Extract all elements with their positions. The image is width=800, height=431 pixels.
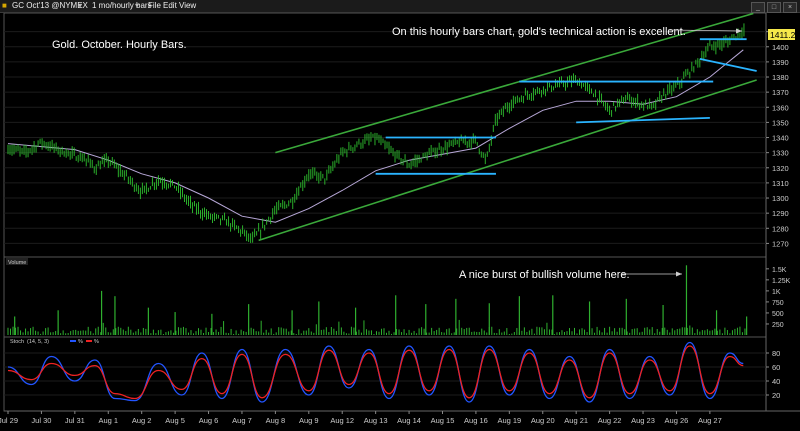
date-tick-label: Aug 7 bbox=[232, 416, 252, 425]
date-tick-label: Aug 2 bbox=[132, 416, 152, 425]
support-resistance-line bbox=[699, 57, 757, 72]
volume-label-bg bbox=[6, 258, 28, 265]
date-tick-label: Aug 13 bbox=[364, 416, 388, 425]
price-tick-label: 1320 bbox=[772, 164, 789, 173]
interval-dropdown-icon[interactable]: ▾ bbox=[135, 1, 140, 10]
maximize-button[interactable]: □ bbox=[767, 2, 781, 13]
stoch-tick-label: 40 bbox=[772, 377, 780, 386]
date-tick-label: Aug 16 bbox=[464, 416, 488, 425]
date-tick-label: Aug 15 bbox=[431, 416, 455, 425]
date-tick-label: Aug 12 bbox=[330, 416, 354, 425]
volume-label: Volume bbox=[8, 260, 26, 266]
price-tick-label: 1280 bbox=[772, 224, 789, 233]
price-tick-label: 1330 bbox=[772, 149, 789, 158]
volume-tick-label: 750 bbox=[772, 300, 784, 307]
price-tick-label: 1300 bbox=[772, 194, 789, 203]
menu-file[interactable]: File bbox=[148, 1, 161, 10]
date-tick-label: Aug 22 bbox=[598, 416, 622, 425]
date-tick-label: Jul 31 bbox=[65, 416, 85, 425]
volume-bars-layer bbox=[7, 265, 748, 335]
stoch-d-legend: % bbox=[94, 339, 99, 345]
price-tick-label: 1340 bbox=[772, 134, 789, 143]
moving-average-line bbox=[7, 49, 744, 223]
price-tick-label: 1360 bbox=[772, 103, 789, 112]
date-tick-label: Aug 21 bbox=[564, 416, 588, 425]
price-tick-label: 1380 bbox=[772, 73, 789, 82]
date-tick-label: Aug 26 bbox=[665, 416, 689, 425]
last-price-tag: 1411.20 bbox=[770, 30, 800, 40]
price-tick-label: 1290 bbox=[772, 209, 789, 218]
date-tick-label: Aug 23 bbox=[631, 416, 655, 425]
date-tick-label: Aug 9 bbox=[299, 416, 319, 425]
stoch-k-legend: % bbox=[78, 339, 83, 345]
price-panel-note: On this hourly bars chart, gold's techni… bbox=[392, 26, 686, 38]
title-bar: ■ GC Oct'13 @NYMEX ▾ 1 mo/hourly bars ▾ … bbox=[0, 0, 800, 13]
trend-channel-line bbox=[275, 13, 754, 154]
stoch-tick-label: 60 bbox=[772, 363, 780, 372]
chart-window-icon: ■ bbox=[2, 1, 7, 10]
date-tick-label: Aug 5 bbox=[165, 416, 185, 425]
date-tick-label: Aug 1 bbox=[98, 416, 118, 425]
stoch-label: Stoch bbox=[10, 339, 24, 345]
price-bars-layer bbox=[7, 23, 745, 243]
volume-panel-frame bbox=[3, 256, 767, 338]
stoch-k-line bbox=[7, 341, 744, 403]
menu-view[interactable]: View bbox=[179, 1, 197, 10]
volume-tick-label: 1.5K bbox=[772, 267, 787, 274]
price-tick-label: 1400 bbox=[772, 43, 789, 52]
price-tick-label: 1310 bbox=[772, 179, 789, 188]
close-button[interactable]: × bbox=[783, 2, 797, 13]
note-arrow bbox=[667, 28, 743, 34]
price-tick-label: 1270 bbox=[772, 239, 789, 248]
date-tick-label: Jul 30 bbox=[31, 416, 51, 425]
stoch-tick-label: 20 bbox=[772, 391, 780, 400]
date-tick-label: Aug 19 bbox=[497, 416, 521, 425]
minimize-button[interactable]: _ bbox=[751, 2, 765, 13]
price-tick-label: 1350 bbox=[772, 118, 789, 127]
price-panel-title: Gold. October. Hourly Bars. bbox=[52, 39, 187, 51]
price-tick-label: 1390 bbox=[772, 58, 789, 67]
date-tick-label: Aug 6 bbox=[199, 416, 219, 425]
volume-panel-note: A nice burst of bullish volume here. bbox=[459, 269, 630, 281]
volume-axis: 250 500 750 1K 1.25K 1.5K bbox=[766, 267, 791, 329]
date-tick-label: Aug 27 bbox=[698, 416, 722, 425]
date-tick-label: Aug 8 bbox=[266, 416, 286, 425]
stoch-gridlines bbox=[4, 352, 766, 396]
volume-tick-label: 500 bbox=[772, 311, 784, 318]
stoch-params: (14, 5, 3) bbox=[27, 339, 49, 345]
price-axis: 1270 1280 1290 1300 1310 1320 1330 1340 1350 1360… bbox=[766, 28, 789, 248]
moving-average-layer bbox=[7, 49, 744, 223]
trend-channel-line bbox=[258, 79, 757, 242]
trend-channel-layer bbox=[258, 13, 757, 242]
support-resistance-layer bbox=[375, 38, 757, 175]
volume-tick-label: 1K bbox=[772, 289, 781, 296]
date-axis: Jul 29 Jul 30 Jul 31 Aug 1 Aug 2 Aug 5 Aug 6 Au… bbox=[0, 411, 722, 425]
stoch-lines-layer bbox=[7, 341, 744, 403]
stoch-d-line bbox=[7, 345, 744, 400]
volume-note-arrow bbox=[621, 271, 682, 277]
symbol-dropdown-icon[interactable]: ▾ bbox=[78, 1, 83, 10]
price-gridlines bbox=[4, 31, 766, 244]
chart-canvas[interactable]: 1270 1280 1290 1300 1310 1320 1330 1340 1350 1360… bbox=[0, 13, 800, 431]
date-tick-label: Aug 14 bbox=[397, 416, 421, 425]
volume-tick-label: 1.25K bbox=[772, 278, 791, 285]
menu-edit[interactable]: Edit bbox=[163, 1, 177, 10]
price-tick-label: 1370 bbox=[772, 88, 789, 97]
stoch-panel-frame bbox=[3, 336, 767, 412]
stoch-axis: 20 40 60 80 bbox=[766, 349, 780, 400]
date-tick-label: Aug 20 bbox=[531, 416, 555, 425]
window-controls: _ □ × bbox=[749, 1, 797, 13]
interval-selector[interactable]: 1 mo/hourly bars bbox=[92, 1, 152, 10]
last-price-tag-bg bbox=[768, 29, 795, 40]
symbol-selector[interactable]: GC Oct'13 @NYMEX bbox=[12, 1, 88, 10]
stoch-tick-label: 80 bbox=[772, 349, 780, 358]
date-tick-label: Jul 29 bbox=[0, 416, 18, 425]
support-resistance-line bbox=[576, 116, 710, 124]
volume-tick-label: 250 bbox=[772, 322, 784, 329]
